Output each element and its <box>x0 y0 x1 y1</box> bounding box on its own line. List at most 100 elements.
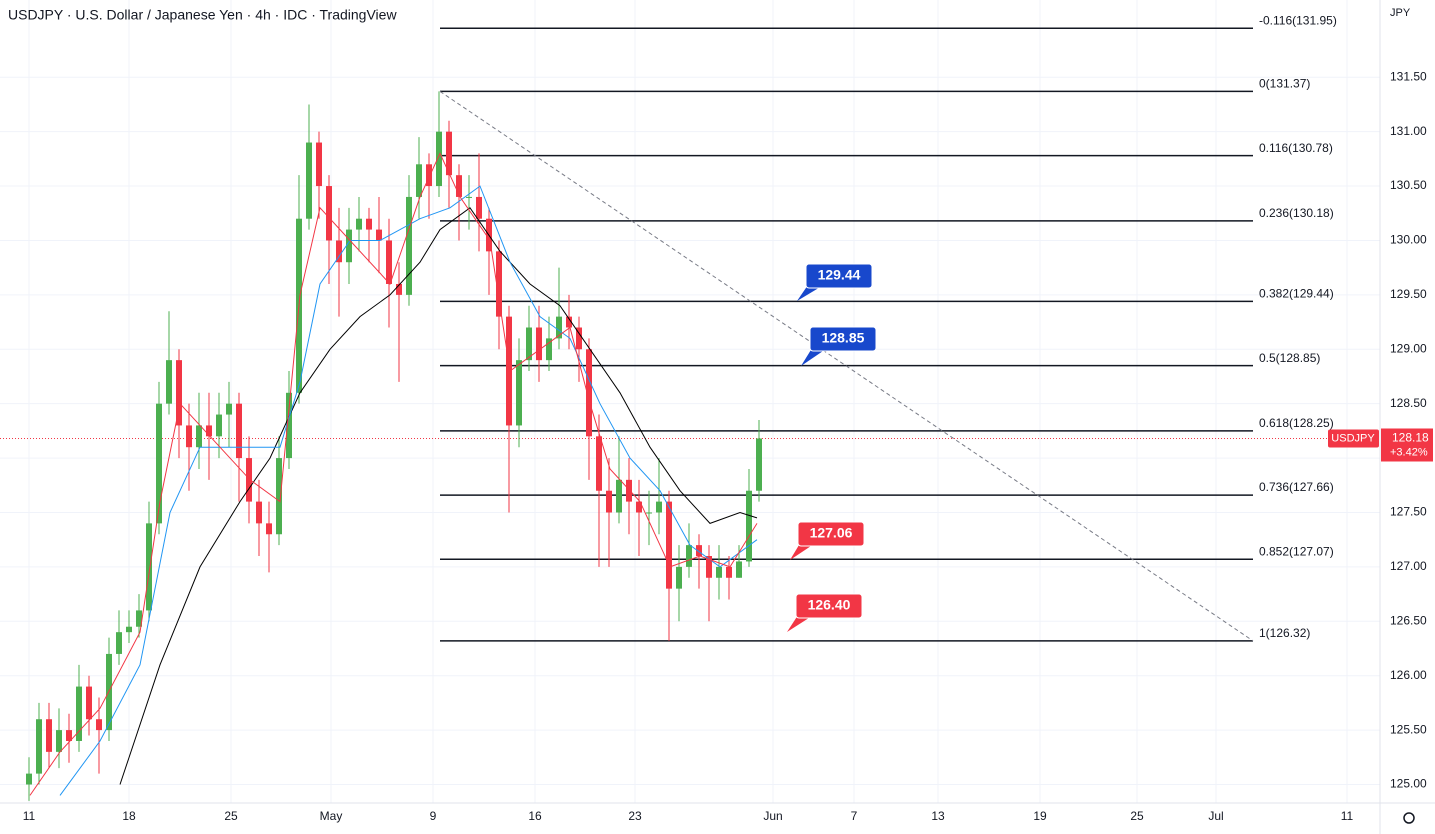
candle-body <box>326 186 332 241</box>
candle-body <box>476 196 482 219</box>
candle-body <box>456 175 462 197</box>
symbol-tag <box>1328 429 1379 448</box>
candle-body <box>96 719 102 731</box>
candle-body <box>656 501 662 513</box>
x-tick-label: Jun <box>763 809 782 823</box>
candle-body <box>536 327 542 361</box>
candle-body <box>236 403 242 459</box>
fib-label: 0.116(130.78) <box>1259 141 1333 155</box>
candle-body <box>306 142 312 219</box>
callout-box <box>795 593 863 619</box>
candle-body <box>216 414 222 437</box>
candle-body <box>716 566 722 578</box>
callout-box <box>797 521 865 547</box>
y-tick-label: 130.00 <box>1390 233 1427 247</box>
candle-body <box>676 566 682 589</box>
candle-body <box>506 316 512 426</box>
candle-body <box>736 561 742 578</box>
candle-body <box>756 438 762 491</box>
x-tick-label: 11 <box>1341 809 1354 823</box>
candle-body <box>116 632 122 654</box>
x-tick-label: 11 <box>23 809 36 823</box>
candle-body <box>366 218 372 230</box>
candle-body <box>646 512 652 514</box>
settings-icon[interactable] <box>1403 812 1415 824</box>
candle-body <box>596 436 602 491</box>
y-tick-label: 126.50 <box>1390 613 1427 627</box>
candle-body <box>706 556 712 578</box>
candle-body <box>466 196 472 198</box>
y-tick-label: 130.50 <box>1390 178 1427 192</box>
x-tick-label: 16 <box>528 809 542 823</box>
fib-label: 0.382(129.44) <box>1259 287 1334 301</box>
candle-body <box>226 403 232 415</box>
grid <box>0 0 1380 803</box>
candle-body <box>86 686 92 720</box>
candle-body <box>586 349 592 437</box>
candle-body <box>546 338 552 361</box>
x-tick-label: 9 <box>430 809 437 823</box>
candle-body <box>256 501 262 524</box>
fib-label: -0.116(131.95) <box>1259 13 1337 27</box>
y-tick-label: 129.00 <box>1390 341 1427 355</box>
y-tick-label: 125.50 <box>1390 722 1427 736</box>
candle-body <box>196 425 202 448</box>
candle-body <box>616 479 622 513</box>
plot: -0.116(131.95) 0(131.37) 0.116(130.78) 0.23… <box>0 13 1380 801</box>
candle-body <box>276 458 282 535</box>
x-tick-label: 25 <box>224 809 238 823</box>
candle-body <box>346 229 352 263</box>
candle-body <box>386 240 392 284</box>
candle-body <box>446 131 452 176</box>
candle-body <box>126 626 132 633</box>
axes: 125.00 125.50 126.00 126.50 127.00 127.50 128.… <box>23 69 1433 823</box>
y-tick-label: 125.00 <box>1390 777 1427 791</box>
price-tag-value: 128.18 <box>1392 431 1429 445</box>
fib-label: 0.852(127.07) <box>1259 544 1334 558</box>
x-tick-label: 23 <box>628 809 642 823</box>
fib-label: 0.618(128.25) <box>1259 416 1334 430</box>
candle-body <box>146 523 152 611</box>
candle-body <box>396 283 402 295</box>
candle-body <box>266 523 272 535</box>
candle-body <box>496 251 502 317</box>
candle-body <box>426 164 432 187</box>
candle-body <box>316 142 322 187</box>
fib-label: 0(131.37) <box>1259 77 1310 91</box>
fib-trend-line <box>439 90 1254 642</box>
candle-body <box>156 403 162 524</box>
candle-body <box>26 773 32 785</box>
candle-body <box>696 545 702 557</box>
candle-body <box>56 730 62 752</box>
callout-text: 126.40 <box>808 597 851 613</box>
candle-body <box>436 131 442 187</box>
fib-label: 1(126.32) <box>1259 626 1310 640</box>
callout-text: 127.06 <box>810 525 853 541</box>
fib-label: 0.236(130.18) <box>1259 206 1334 220</box>
candle-body <box>336 240 342 263</box>
x-tick-label: 7 <box>851 809 858 823</box>
candle-body <box>516 360 522 426</box>
candle-body <box>606 490 612 513</box>
y-tick-label: 128.50 <box>1390 396 1427 410</box>
currency: JPY <box>1390 7 1411 19</box>
moving-average <box>29 152 758 796</box>
candle-body <box>376 229 382 241</box>
candle-body <box>136 610 142 627</box>
y-tick-label: 127.00 <box>1390 559 1427 573</box>
x-tick-label: Jul <box>1208 809 1223 823</box>
candle-body <box>626 479 632 502</box>
x-tick-label: 13 <box>931 809 945 823</box>
candle-body <box>416 164 422 197</box>
candle-body <box>746 490 752 562</box>
candle-body <box>186 425 192 448</box>
x-tick-label: 25 <box>1130 809 1144 823</box>
candle-body <box>636 501 642 513</box>
candle-body <box>406 196 412 295</box>
candle-body <box>206 425 212 437</box>
y-tick-label: 131.00 <box>1390 124 1427 138</box>
candle-body <box>36 719 42 774</box>
moving-average <box>59 185 758 796</box>
candle-body <box>46 719 52 752</box>
